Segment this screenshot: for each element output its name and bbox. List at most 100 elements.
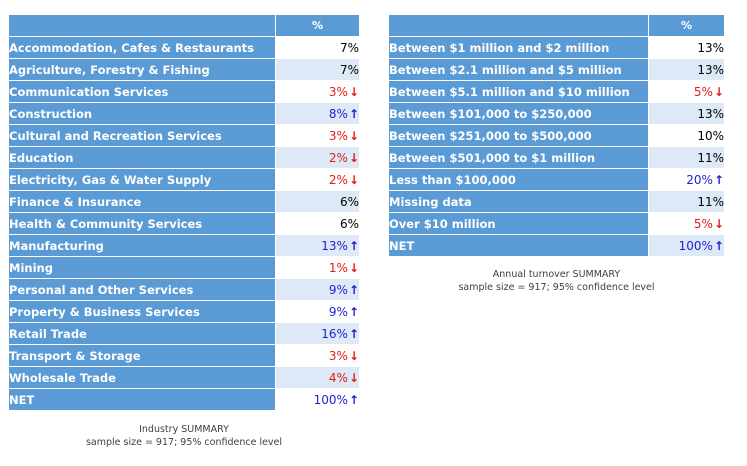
row-value-cell: 5%↓ xyxy=(648,81,724,103)
table-row: Between $501,000 to $1 million 11% xyxy=(389,147,724,169)
turnover-summary-table: % Between $1 million and $2 million 13% Be… xyxy=(389,15,724,257)
arrow-down-icon: ↓ xyxy=(348,348,359,363)
arrow-down-icon: ↓ xyxy=(348,260,359,275)
row-value-cell: 100%↑ xyxy=(275,389,359,411)
row-value-cell: 2%↓ xyxy=(275,147,359,169)
row-value-cell: 8%↑ xyxy=(275,103,359,125)
row-value-cell: 9%↑ xyxy=(275,279,359,301)
header-blank-cell xyxy=(389,15,648,37)
table-row: Wholesale Trade 4%↓ xyxy=(9,367,359,389)
arrow-down-icon: ↓ xyxy=(348,172,359,187)
row-value: 1% xyxy=(328,260,348,275)
table-row: Over $10 million 5%↓ xyxy=(389,213,724,235)
percent-column-header: % xyxy=(275,15,359,37)
table-row: Communication Services 3%↓ xyxy=(9,81,359,103)
row-label: Between $5.1 million and $10 million xyxy=(389,81,648,103)
industry-caption-note: sample size = 917; 95% confidence level xyxy=(85,437,283,448)
table-row: Property & Business Services 9%↑ xyxy=(9,301,359,323)
row-label: Construction xyxy=(9,103,275,125)
table-row: Finance & Insurance 6% xyxy=(9,191,359,213)
row-value: 7% xyxy=(339,40,359,55)
arrow-up-icon: ↑ xyxy=(348,392,359,407)
row-value: 2% xyxy=(328,150,348,165)
row-label: Between $251,000 to $500,000 xyxy=(389,125,648,147)
row-label: Retail Trade xyxy=(9,323,275,345)
row-value-cell: 11% xyxy=(648,191,724,213)
row-label: Manufacturing xyxy=(9,235,275,257)
row-value-cell: 9%↑ xyxy=(275,301,359,323)
arrow-up-icon: ↑ xyxy=(713,172,724,187)
row-value: 13% xyxy=(321,238,348,253)
table-row: Between $2.1 million and $5 million 13% xyxy=(389,59,724,81)
table-row: Cultural and Recreation Services 3%↓ xyxy=(9,125,359,147)
row-label: Education xyxy=(9,147,275,169)
table-row: Missing data 11% xyxy=(389,191,724,213)
row-value-cell: 16%↑ xyxy=(275,323,359,345)
row-value-cell: 5%↓ xyxy=(648,213,724,235)
row-value: 100% xyxy=(678,238,713,253)
table-row: Accommodation, Cafes & Restaurants 7% xyxy=(9,37,359,59)
arrow-down-icon: ↓ xyxy=(348,150,359,165)
row-value-cell: 1%↓ xyxy=(275,257,359,279)
table-row: Manufacturing 13%↑ xyxy=(9,235,359,257)
row-label: Finance & Insurance xyxy=(9,191,275,213)
row-label: Cultural and Recreation Services xyxy=(9,125,275,147)
percent-column-header: % xyxy=(648,15,724,37)
row-value-cell: 13% xyxy=(648,103,724,125)
row-value-cell: 13% xyxy=(648,37,724,59)
arrow-down-icon: ↓ xyxy=(713,216,724,231)
row-label: Property & Business Services xyxy=(9,301,275,323)
table-row: NET 100%↑ xyxy=(9,389,359,411)
table-row: NET 100%↑ xyxy=(389,235,724,257)
table-row: Between $101,000 to $250,000 13% xyxy=(389,103,724,125)
row-value: 16% xyxy=(321,326,348,341)
row-value: 2% xyxy=(328,172,348,187)
row-value: 13% xyxy=(697,40,724,55)
row-value-cell: 13% xyxy=(648,59,724,81)
row-value: 13% xyxy=(697,62,724,77)
row-value: 3% xyxy=(328,128,348,143)
row-value: 6% xyxy=(339,194,359,209)
arrow-up-icon: ↑ xyxy=(348,106,359,121)
row-value: 11% xyxy=(697,194,724,209)
turnover-caption: Annual turnover SUMMARY sample size = 91… xyxy=(389,268,724,294)
industry-summary-table: % Accommodation, Cafes & Restaurants 7% Ag… xyxy=(9,15,359,411)
row-value-cell: 100%↑ xyxy=(648,235,724,257)
turnover-caption-title: Annual turnover SUMMARY xyxy=(492,269,621,280)
row-value-cell: 2%↓ xyxy=(275,169,359,191)
row-label: Personal and Other Services xyxy=(9,279,275,301)
table-row: Between $5.1 million and $10 million 5%↓ xyxy=(389,81,724,103)
row-label: NET xyxy=(9,389,275,411)
table-row: Personal and Other Services 9%↑ xyxy=(9,279,359,301)
arrow-up-icon: ↑ xyxy=(348,326,359,341)
row-label: Accommodation, Cafes & Restaurants xyxy=(9,37,275,59)
row-label: Less than $100,000 xyxy=(389,169,648,191)
row-value-cell: 10% xyxy=(648,125,724,147)
arrow-up-icon: ↑ xyxy=(348,282,359,297)
table-header-row: % xyxy=(389,15,724,37)
row-label: Between $501,000 to $1 million xyxy=(389,147,648,169)
row-label: Missing data xyxy=(389,191,648,213)
row-label: Mining xyxy=(9,257,275,279)
row-value: 9% xyxy=(328,282,348,297)
row-value: 11% xyxy=(697,150,724,165)
arrow-up-icon: ↑ xyxy=(713,238,724,253)
arrow-down-icon: ↓ xyxy=(348,370,359,385)
row-value: 3% xyxy=(328,348,348,363)
arrow-up-icon: ↑ xyxy=(348,304,359,319)
table-row: Between $251,000 to $500,000 10% xyxy=(389,125,724,147)
header-blank-cell xyxy=(9,15,275,37)
industry-caption-title: Industry SUMMARY xyxy=(139,424,229,435)
row-value: 5% xyxy=(693,84,713,99)
row-value-cell: 6% xyxy=(275,191,359,213)
row-value: 7% xyxy=(339,62,359,77)
table-row: Between $1 million and $2 million 13% xyxy=(389,37,724,59)
row-value-cell: 20%↑ xyxy=(648,169,724,191)
row-label: Health & Community Services xyxy=(9,213,275,235)
row-value: 5% xyxy=(693,216,713,231)
row-label: Over $10 million xyxy=(389,213,648,235)
row-value-cell: 7% xyxy=(275,37,359,59)
row-value: 10% xyxy=(697,128,724,143)
row-value-cell: 13%↑ xyxy=(275,235,359,257)
row-label: Transport & Storage xyxy=(9,345,275,367)
